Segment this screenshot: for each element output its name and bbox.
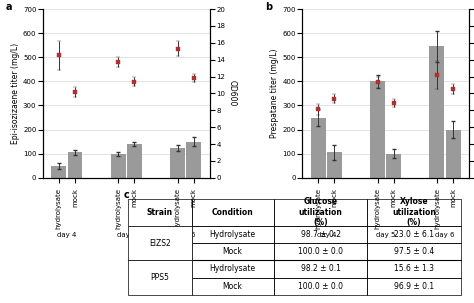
Bar bbox=[429, 46, 444, 178]
Text: 100.0 ± 0.0: 100.0 ± 0.0 bbox=[298, 247, 343, 256]
Bar bbox=[68, 152, 82, 178]
Text: a: a bbox=[6, 2, 12, 12]
Text: day 4: day 4 bbox=[57, 232, 77, 238]
Text: 96.9 ± 0.1: 96.9 ± 0.1 bbox=[394, 282, 434, 291]
Text: Hydrolysate: Hydrolysate bbox=[210, 230, 256, 239]
Bar bbox=[191, 278, 274, 295]
Bar bbox=[367, 199, 461, 226]
Bar bbox=[386, 154, 401, 178]
Y-axis label: Prespatane titer (mg/L): Prespatane titer (mg/L) bbox=[271, 49, 280, 138]
Bar bbox=[127, 144, 142, 178]
Bar bbox=[128, 199, 191, 226]
Bar bbox=[311, 118, 326, 178]
Bar bbox=[327, 152, 342, 178]
Bar bbox=[274, 243, 367, 260]
Text: day 5: day 5 bbox=[376, 232, 395, 238]
Bar bbox=[367, 260, 461, 278]
Text: Mock: Mock bbox=[223, 247, 243, 256]
Text: b: b bbox=[265, 2, 272, 12]
Text: 15.6 ± 1.3: 15.6 ± 1.3 bbox=[394, 265, 434, 273]
Y-axis label: OD600: OD600 bbox=[228, 80, 237, 107]
Text: day 6: day 6 bbox=[435, 232, 455, 238]
Bar bbox=[186, 142, 201, 178]
Text: day 6: day 6 bbox=[176, 232, 195, 238]
Y-axis label: Epi-isozizaene titer (mg/L): Epi-isozizaene titer (mg/L) bbox=[11, 43, 20, 144]
Bar bbox=[191, 243, 274, 260]
Bar bbox=[51, 166, 66, 178]
Bar bbox=[128, 260, 191, 295]
Bar bbox=[274, 278, 367, 295]
Text: day 4: day 4 bbox=[317, 232, 336, 238]
Text: c: c bbox=[124, 191, 129, 201]
Text: 100.0 ± 0.0: 100.0 ± 0.0 bbox=[298, 282, 343, 291]
Text: day 5: day 5 bbox=[117, 232, 136, 238]
Text: Xylose
utilization
(%): Xylose utilization (%) bbox=[392, 198, 436, 227]
Text: 23.0 ± 6.1: 23.0 ± 6.1 bbox=[394, 230, 434, 239]
Bar bbox=[191, 260, 274, 278]
Text: Condition: Condition bbox=[212, 208, 254, 217]
Bar bbox=[274, 199, 367, 226]
Text: 98.2 ± 0.1: 98.2 ± 0.1 bbox=[301, 265, 340, 273]
Bar bbox=[191, 226, 274, 243]
Text: 98.7 ± 0.2: 98.7 ± 0.2 bbox=[301, 230, 340, 239]
Bar bbox=[111, 154, 126, 178]
Text: Hydrolysate: Hydrolysate bbox=[210, 265, 256, 273]
Bar bbox=[274, 260, 367, 278]
Bar bbox=[367, 243, 461, 260]
Bar bbox=[367, 226, 461, 243]
Text: Mock: Mock bbox=[223, 282, 243, 291]
Text: Glucose
utilization
(%): Glucose utilization (%) bbox=[299, 198, 342, 227]
Text: EIZS2: EIZS2 bbox=[149, 238, 171, 248]
Text: Strain: Strain bbox=[146, 208, 173, 217]
Bar bbox=[128, 226, 191, 260]
Bar bbox=[274, 226, 367, 243]
Text: PPS5: PPS5 bbox=[150, 273, 169, 282]
Bar bbox=[370, 82, 385, 178]
Text: 97.5 ± 0.4: 97.5 ± 0.4 bbox=[394, 247, 434, 256]
Bar bbox=[367, 278, 461, 295]
Bar bbox=[170, 148, 185, 178]
Bar bbox=[446, 130, 461, 178]
Bar bbox=[191, 199, 274, 226]
